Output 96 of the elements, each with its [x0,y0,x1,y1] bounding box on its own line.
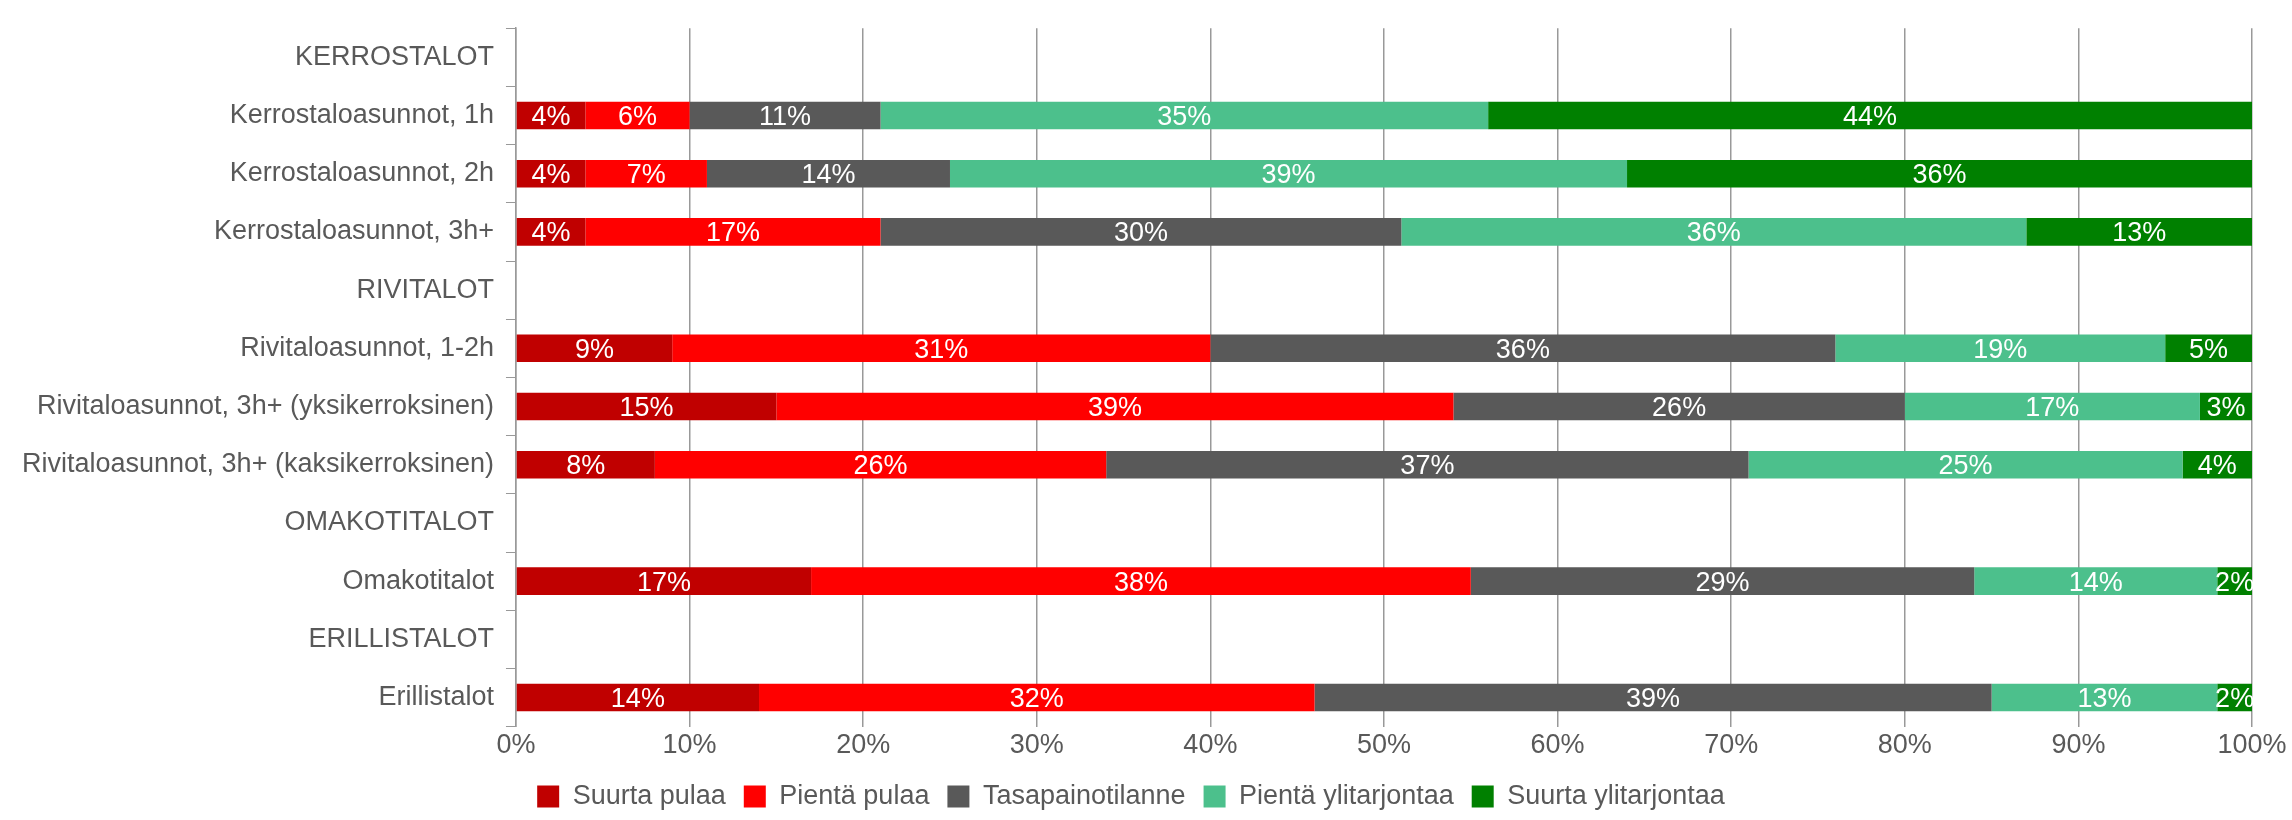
data-label: 3% [2206,391,2246,422]
bar [516,392,777,421]
data-label: 13% [2077,682,2132,713]
data-label: 17% [2025,391,2080,422]
y-tick-label: Kerrostaloasunnot, 3h+ [214,215,494,246]
bar [759,683,1315,712]
data-label: 6% [617,100,658,131]
bar [585,218,881,246]
data-label: 14% [801,159,856,190]
bar [1401,218,2027,246]
y-tick-label: OMAKOTITALOT [284,506,494,537]
bar [516,683,760,712]
x-tick-label: 60% [1530,729,1585,760]
data-label: 19% [1973,333,2028,364]
data-label: 39% [1261,159,1316,190]
data-label: 29% [1695,566,1750,597]
data-label: 9% [574,333,614,364]
data-label: 14% [2068,566,2123,597]
bar [654,450,1107,479]
bar [2026,218,2252,246]
legend-label: Pientä pulaa [779,779,931,810]
data-label: 39% [1087,391,1142,422]
x-tick-label: 10% [662,729,717,760]
y-tick-label: ERILLISTALOT [308,622,494,653]
legend-label: Tasapainotilanne [982,779,1186,810]
bar [811,567,1471,595]
x-tick-label: 100% [2217,729,2287,760]
data-label: 31% [914,333,969,364]
x-tick-label: 40% [1183,729,1238,760]
bar [1991,683,2218,712]
y-tick-label: Omakotitalot [342,564,495,595]
legend-label: Pientä ylitarjontaa [1239,779,1455,810]
data-label: 13% [2112,217,2167,248]
data-label: 14% [610,682,665,713]
bar [1210,334,1836,363]
x-tick-label: 90% [2051,729,2106,760]
data-label: 44% [1843,100,1898,131]
bar [1488,101,2252,130]
bar [1835,334,2166,363]
data-label: 26% [1652,391,1707,422]
data-label: 35% [1157,100,1212,131]
data-label: 36% [1495,333,1550,364]
legend-label: Suurta pulaa [572,779,727,810]
data-label: 39% [1626,682,1681,713]
bar [1627,159,2252,188]
y-tick-label: Erillistalot [378,680,495,711]
data-label: 5% [2189,333,2229,364]
bar [776,392,1454,421]
data-label: 36% [1686,217,1741,248]
data-label: 37% [1400,450,1455,481]
data-label: 4% [2197,450,2237,481]
data-label: 38% [1113,566,1168,597]
data-label: 4% [531,159,571,190]
bar [516,567,812,595]
y-tick-label: RIVITALOT [356,273,494,304]
y-tick-label: KERROSTALOT [294,40,494,71]
bar [516,334,673,363]
bar [1106,450,1749,479]
x-tick-label: 30% [1009,729,1064,760]
data-label: 17% [636,566,691,597]
y-tick-label: Rivitaloasunnot, 3h+ (yksikerroksinen) [37,389,494,420]
bar [949,159,1628,188]
bar [706,159,950,188]
x-tick-label: 70% [1704,729,1759,760]
data-label: 36% [1912,159,1967,190]
bar [1314,683,1992,712]
y-tick-label: Rivitaloasunnot, 1-2h [240,331,494,362]
data-label: 30% [1113,217,1168,248]
data-label: 4% [531,217,571,248]
bar [1470,567,1975,595]
x-tick-label: 80% [1877,729,1932,760]
y-tick-label: Rivitaloasunnot, 3h+ (kaksikerroksinen) [21,448,494,479]
bar [516,450,655,479]
bar [1453,392,1905,421]
bar [1904,392,2200,421]
data-label: 17% [705,217,760,248]
x-tick-label: 0% [496,729,536,760]
bar [672,334,1211,363]
bar [1974,567,2218,595]
data-label: 8% [566,450,606,481]
x-tick-label: 50% [1356,729,1412,760]
bar [585,159,707,188]
data-label: 15% [619,391,674,422]
data-label: 26% [853,450,908,481]
bar [880,101,1489,130]
bar [880,218,1402,246]
bar [1748,450,2183,479]
data-label: 25% [1938,450,1993,481]
data-label: 7% [626,159,666,190]
legend-label: Suurta ylitarjontaa [1507,779,1726,810]
data-label: 4% [531,100,571,131]
x-tick-label: 20% [836,729,891,760]
data-label: 11% [759,100,812,131]
y-tick-label: Kerrostaloasunnot, 2h [229,157,494,188]
y-tick-label: Kerrostaloasunnot, 1h [229,98,494,129]
data-label: 32% [1009,682,1064,713]
